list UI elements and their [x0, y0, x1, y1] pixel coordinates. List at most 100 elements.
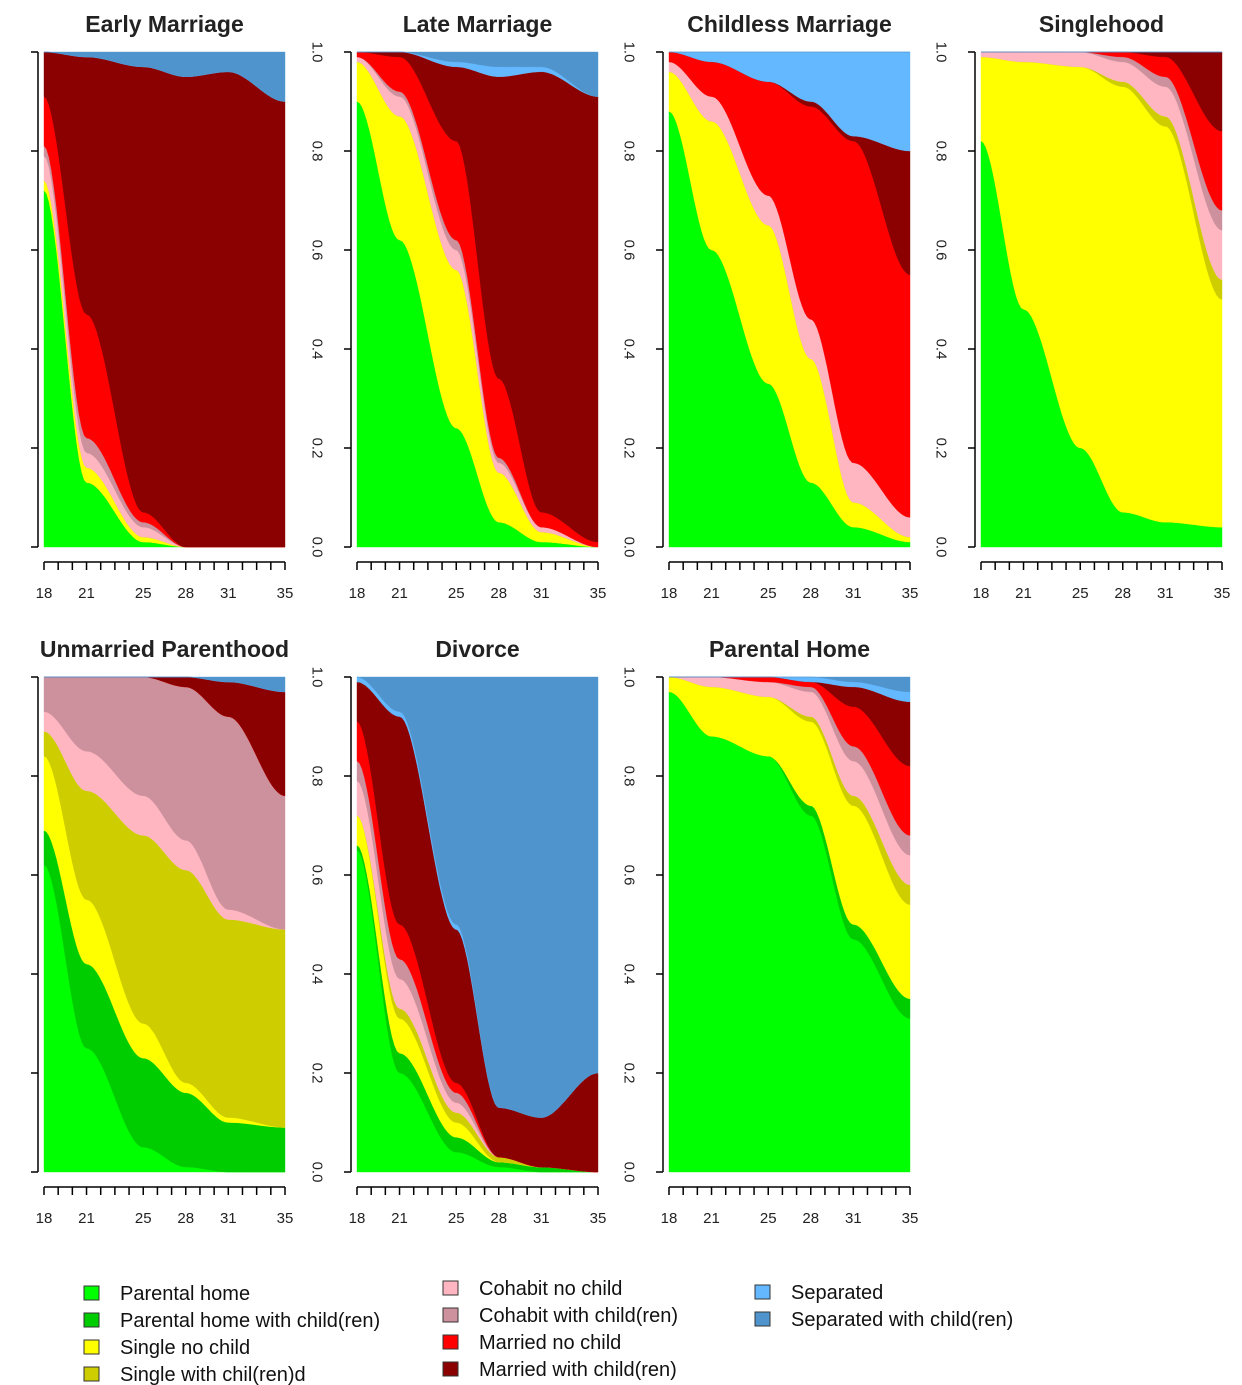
legend-swatch [83, 1366, 100, 1382]
y-tick-label: 0.6 [309, 865, 326, 886]
panel-unmarried-parenthood: Unmarried Parenthood 18 21 25 28 31 35 [31, 636, 293, 1227]
panel-title: Parental Home [709, 636, 870, 662]
x-tick-label: 35 [1214, 585, 1231, 602]
x-tick-label: 21 [703, 1210, 720, 1227]
y-axis: 0.0 0.2 0.4 0.6 0.8 1.0 [309, 42, 352, 558]
x-tick-label: 28 [802, 1210, 819, 1227]
panel-singlehood: Singlehood 0.0 0.2 0.4 0.6 0.8 1.0 18 21 25 28 31 35 [933, 11, 1231, 602]
y-tick-label: 0.2 [309, 438, 326, 459]
y-tick-label: 0.0 [309, 1162, 326, 1183]
y-tick-label: 0.6 [621, 240, 638, 261]
y-axis: 0.0 0.2 0.4 0.6 0.8 1.0 [933, 42, 976, 557]
panel-title: Early Marriage [85, 11, 244, 37]
x-tick-label: 31 [220, 585, 237, 602]
legend-label: Separated with child(ren) [791, 1309, 1013, 1331]
panel-parental-home: Parental Home 0.0 0.2 0.4 0.6 0.8 1.0 18 21 25 28 3… [621, 636, 919, 1227]
x-tick-label: 28 [490, 585, 507, 602]
legend-item-married-no-child: Married no child [442, 1332, 621, 1354]
y-axis: 0.0 0.2 0.4 0.6 0.8 1.0 [309, 667, 352, 1183]
x-axis: 18 21 25 28 31 35 [973, 561, 1231, 602]
panel-childless-marriage: Childless Marriage 0.0 0.2 0.4 0.6 0.8 1.0 18 21… [621, 11, 919, 602]
x-tick-label: 18 [36, 1210, 53, 1227]
legend-item-parental-home: Parental home [83, 1283, 250, 1305]
legend-swatch [442, 1334, 459, 1350]
y-tick-label: 0.2 [309, 1063, 326, 1084]
x-tick-label: 31 [220, 1210, 237, 1227]
legend-swatch [442, 1280, 459, 1296]
x-tick-label: 28 [177, 1210, 194, 1227]
x-tick-label: 25 [760, 585, 777, 602]
legend-swatch [83, 1339, 100, 1355]
legend-item-separated: Separated [754, 1282, 883, 1304]
y-tick-label: 0.8 [309, 141, 326, 162]
legend-item-cohabit-no-child: Cohabit no child [442, 1278, 622, 1300]
legend-swatch [442, 1307, 459, 1323]
legend-item-separated-with-child-ren: Separated with child(ren) [754, 1309, 1013, 1331]
x-tick-label: 35 [902, 1210, 919, 1227]
panel-title: Late Marriage [403, 11, 553, 37]
area-separated-with-child-ren [44, 676, 286, 693]
y-tick-label: 1.0 [309, 667, 326, 688]
y-tick-label: 0.8 [621, 766, 638, 787]
x-tick-label: 25 [1072, 585, 1089, 602]
x-tick-label: 18 [661, 585, 678, 602]
y-axis: 0.0 0.2 0.4 0.6 0.8 1.0 [621, 42, 664, 558]
panel-title: Divorce [435, 636, 519, 662]
x-tick-label: 35 [277, 1210, 294, 1227]
x-tick-label: 25 [448, 1210, 465, 1227]
x-tick-label: 18 [349, 585, 366, 602]
legend-label: Single with chil(ren)d [120, 1364, 306, 1385]
x-tick-label: 18 [661, 1210, 678, 1227]
legend-label: Separated [791, 1282, 883, 1304]
panel-late-marriage: Late Marriage 0.0 0.2 0.4 0.6 0.8 1.0 18 21 25 28 3… [309, 11, 607, 602]
y-tick-label: 0.0 [621, 1162, 638, 1183]
y-tick-label: 0.4 [309, 964, 326, 985]
x-axis: 18 21 25 28 31 35 [349, 1186, 607, 1227]
x-tick-label: 25 [760, 1210, 777, 1227]
y-tick-label: 0.0 [309, 537, 326, 558]
x-tick-label: 25 [448, 585, 465, 602]
legend-label: Married with child(ren) [479, 1359, 677, 1381]
y-axis: 0.0 0.2 0.4 0.6 0.8 1.0 [621, 667, 664, 1183]
x-axis: 18 21 25 28 31 35 [36, 561, 293, 602]
y-tick-label: 0.8 [309, 766, 326, 787]
area-separated-with-child-ren [44, 51, 286, 102]
y-axis [31, 676, 39, 1173]
y-axis [31, 51, 39, 548]
y-tick-label: 0.4 [309, 339, 326, 360]
x-tick-label: 25 [135, 1210, 152, 1227]
legend-swatch [83, 1285, 100, 1301]
x-tick-label: 21 [391, 585, 408, 602]
legend-item-single-with-chil-ren-d: Single with chil(ren)d [83, 1364, 306, 1385]
y-tick-label: 0.4 [933, 339, 950, 360]
y-tick-label: 0.2 [621, 1063, 638, 1084]
y-tick-label: 0.4 [621, 339, 638, 360]
legend-item-single-no-child: Single no child [83, 1337, 250, 1359]
y-tick-label: 0.8 [933, 141, 950, 162]
x-tick-label: 21 [78, 1210, 95, 1227]
x-tick-label: 21 [703, 585, 720, 602]
legend-label: Parental home with child(ren) [120, 1310, 380, 1332]
x-tick-label: 31 [1157, 585, 1174, 602]
x-tick-label: 35 [590, 1210, 607, 1227]
y-tick-label: 0.2 [933, 438, 950, 459]
area-separated-with-child-ren [356, 676, 599, 1118]
x-tick-label: 31 [845, 1210, 862, 1227]
area-separated-with-child-ren [669, 676, 911, 693]
legend-label: Parental home [120, 1283, 250, 1305]
x-axis: 18 21 25 28 31 35 [661, 561, 918, 602]
x-tick-label: 31 [533, 1210, 550, 1227]
y-tick-label: 0.6 [933, 240, 950, 261]
panel-early-marriage: Early Marriage 18 21 25 28 31 35 [31, 11, 293, 602]
y-tick-label: 1.0 [621, 42, 638, 63]
y-tick-label: 0.6 [309, 240, 326, 261]
legend-item-cohabit-with-child-ren: Cohabit with child(ren) [442, 1305, 678, 1327]
y-tick-label: 0.0 [621, 537, 638, 558]
x-tick-label: 28 [1114, 585, 1131, 602]
x-tick-label: 28 [490, 1210, 507, 1227]
panel-title: Childless Marriage [687, 11, 892, 37]
legend-item-parental-home-with-child-ren: Parental home with child(ren) [83, 1310, 380, 1332]
x-tick-label: 35 [590, 585, 607, 602]
panel-title: Singlehood [1039, 11, 1164, 37]
